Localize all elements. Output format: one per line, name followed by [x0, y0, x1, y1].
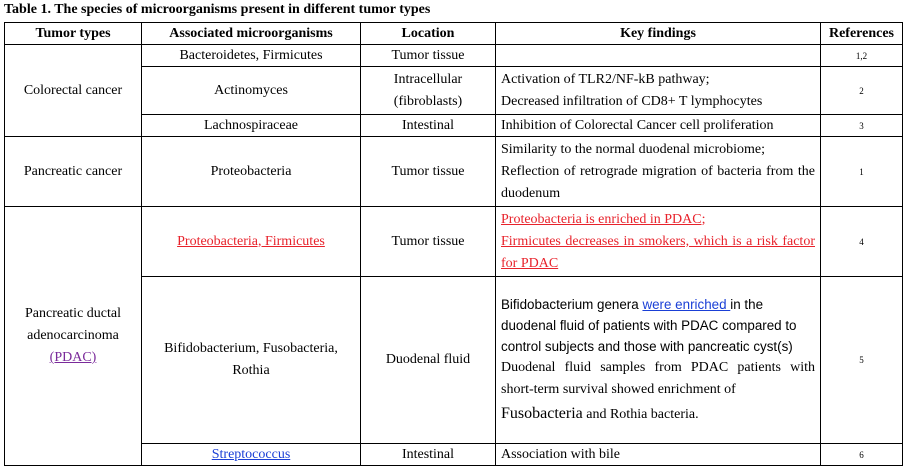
finding-line: Activation of TLR2/NF-kB pathway; — [501, 71, 710, 87]
location-cell: Duodenal fluid — [360, 276, 496, 444]
tumor-line: Pancreatic ductal — [24, 306, 121, 321]
finding-text: in the duodenal fluid of patients with P… — [501, 297, 797, 354]
reference-cell: 4 — [820, 206, 903, 277]
header-associated-microorganisms: Associated microorganisms — [141, 22, 361, 45]
finding-paragraph: Bifidobacterium genera were enriched in … — [501, 294, 815, 357]
location-cell: Tumor tissue — [360, 136, 496, 207]
table-row: Bifidobacterium, Fusobacteria, Rothia Du… — [5, 276, 903, 444]
proteobacteria-firmicutes-link[interactable]: Proteobacteria, Firmicutes — [177, 233, 325, 249]
table-row: Colorectal cancer Bacteroidetes, Firmicu… — [4, 44, 903, 137]
microorganisms-table: Tumor types Associated microorganisms Lo… — [4, 22, 903, 466]
micro-line: Rothia — [232, 363, 270, 378]
table-caption: Table 1. The species of microorganisms p… — [4, 2, 431, 17]
header-tumor-types: Tumor types — [4, 22, 142, 45]
header-location: Location — [360, 22, 496, 45]
location-line: Intracellular — [393, 71, 463, 87]
table-row: Streptococcus Intestinal Association wit… — [5, 443, 903, 466]
reference-cell: 2 — [820, 66, 903, 115]
location-cell: Intestinal — [360, 114, 496, 137]
location-line: (fibroblasts) — [393, 93, 463, 109]
micro-cell: Bacteroidetes, Firmicutes — [141, 44, 361, 67]
findings-cell: Bifidobacterium genera were enriched in … — [495, 276, 821, 444]
finding-text: Bifidobacterium genera — [501, 297, 643, 312]
micro-cell: Proteobacteria — [141, 136, 361, 207]
streptococcus-link[interactable]: Streptococcus — [211, 446, 291, 462]
tumor-pdac: Pancreatic ductal adenocarcinoma (PDAC) — [4, 206, 142, 466]
tumor-line: adenocarcinoma — [27, 328, 119, 343]
micro-cell: Bifidobacterium, Fusobacteria, Rothia — [141, 276, 361, 444]
header-references: References — [820, 22, 903, 45]
were-enriched-link[interactable]: were enriched — [642, 297, 731, 312]
table-row: Pancreatic cancer Proteobacteria Tumor t… — [4, 136, 903, 207]
table-row: Actinomyces Intracellular (fibroblasts) … — [5, 66, 903, 115]
micro-cell: Actinomyces — [141, 66, 361, 115]
finding-text: and Rothia bacteria. — [582, 407, 699, 422]
findings-cell: Inhibition of Colorectal Cancer cell pro… — [495, 114, 821, 137]
table-row: Lachnospiraceae Intestinal Inhibition of… — [5, 114, 903, 137]
finding-line: Reflection of retrograde migration of ba… — [501, 163, 815, 201]
finding-paragraph: Duodenal fluid samples from PDAC patient… — [501, 360, 815, 397]
finding-line: Decreased infiltration of CD8+ T lymphoc… — [501, 93, 763, 109]
reference-cell: 5 — [820, 276, 903, 444]
reference-cell: 1 — [820, 136, 903, 207]
reference-cell: 1,2 — [820, 44, 903, 67]
micro-cell: Proteobacteria, Firmicutes — [141, 206, 361, 277]
findings-cell: Activation of TLR2/NF-kB pathway; Decrea… — [495, 66, 821, 115]
reference-cell: 6 — [820, 443, 903, 466]
fusobacteria-text: Fusobacteria — [501, 405, 583, 422]
location-cell: Intracellular (fibroblasts) — [360, 66, 496, 115]
findings-cell: Proteobacteria is enriched in PDAC; Firm… — [495, 206, 821, 277]
findings-cell: Similarity to the normal duodenal microb… — [495, 136, 821, 207]
micro-cell: Streptococcus — [141, 443, 361, 466]
tumor-colorectal-cancer: Colorectal cancer — [4, 44, 142, 137]
table-row: Pancreatic ductal adenocarcinoma (PDAC) … — [4, 206, 903, 466]
findings-cell: Association with bile — [495, 443, 821, 466]
micro-cell: Lachnospiraceae — [141, 114, 361, 137]
finding-paragraph: Fusobacteria and Rothia bacteria. — [501, 403, 815, 426]
header-row: Tumor types Associated microorganisms Lo… — [4, 22, 903, 45]
finding-line: Similarity to the normal duodenal microb… — [501, 141, 766, 157]
finding-line[interactable]: Proteobacteria is enriched in PDAC; — [501, 211, 706, 227]
header-key-findings: Key findings — [495, 22, 821, 45]
location-cell: Tumor tissue — [360, 44, 496, 67]
pdac-link[interactable]: (PDAC) — [49, 350, 97, 365]
location-cell: Tumor tissue — [360, 206, 496, 277]
reference-cell: 3 — [820, 114, 903, 137]
findings-cell — [495, 44, 821, 67]
tumor-pancreatic-cancer: Pancreatic cancer — [4, 136, 142, 207]
micro-line: Bifidobacterium, Fusobacteria, — [164, 341, 338, 356]
finding-line[interactable]: Firmicutes decreases in smokers, which i… — [501, 233, 815, 271]
location-cell: Intestinal — [360, 443, 496, 466]
